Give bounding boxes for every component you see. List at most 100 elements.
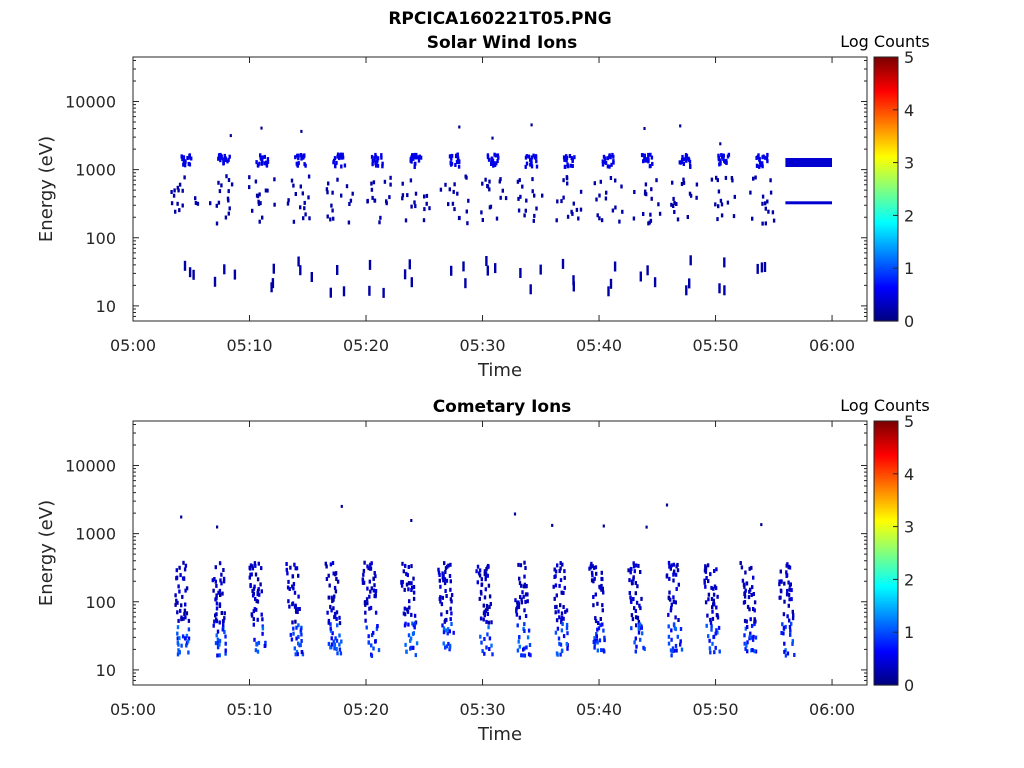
heatmap-cell — [414, 204, 417, 209]
heatmap-cell — [332, 216, 335, 221]
heatmap-cell — [707, 634, 710, 639]
heatmap-cell — [490, 620, 493, 625]
colorbar-segment — [874, 476, 898, 480]
heatmap-cell — [257, 199, 260, 204]
heatmap-cell — [403, 612, 407, 617]
heatmap-cell — [630, 600, 633, 604]
heatmap-cell — [414, 191, 418, 196]
heatmap-cell — [215, 593, 218, 598]
colorbar-segment — [874, 536, 898, 540]
heatmap-cell — [222, 579, 226, 584]
heatmap-cell — [217, 153, 221, 158]
heatmap-cell — [325, 187, 329, 192]
heatmap-cell — [779, 569, 782, 574]
heatmap-cell — [258, 592, 261, 597]
heatmap-cell — [372, 180, 376, 185]
heatmap-cell — [484, 177, 487, 182]
heatmap-cell — [411, 621, 414, 626]
heatmap-cell — [223, 611, 226, 616]
heatmap-cell — [555, 618, 559, 623]
heatmap-cell — [707, 592, 711, 597]
heatmap-cell — [425, 193, 429, 198]
heatmap-cell — [517, 562, 520, 567]
heatmap-cell — [413, 613, 417, 618]
heatmap-cell — [413, 152, 416, 157]
heatmap-cell — [338, 615, 341, 620]
heatmap-cell — [707, 579, 710, 584]
heatmap-cell — [294, 603, 297, 608]
y-tick-label: 1000 — [75, 161, 116, 180]
colorbar-segment — [874, 449, 898, 453]
heatmap-cell — [256, 649, 260, 654]
heatmap-cell — [754, 649, 758, 654]
heatmap-cell — [788, 583, 792, 588]
heatmap-cell — [329, 626, 332, 631]
heatmap-cell — [371, 195, 374, 200]
colorbar-segment — [874, 102, 898, 106]
heatmap-cell — [291, 620, 294, 625]
colorbar-segment — [874, 550, 898, 554]
heatmap-cell — [669, 608, 673, 613]
heatmap-cell — [177, 618, 180, 623]
heatmap-cell — [780, 631, 783, 635]
heatmap-cell — [674, 600, 677, 605]
heatmap-cell — [442, 573, 445, 578]
heatmap-cell — [685, 285, 688, 296]
heatmap-cell — [560, 199, 563, 204]
heatmap-cell — [523, 629, 526, 633]
colorbar-segment — [874, 156, 898, 159]
heatmap-cell — [373, 571, 376, 575]
heatmap-cell — [486, 265, 489, 276]
heatmap-cell — [327, 641, 331, 646]
colorbar-segment — [874, 429, 898, 432]
heatmap-cell — [369, 605, 373, 610]
heatmap-cell — [571, 211, 574, 216]
colorbar-segment — [874, 75, 898, 79]
heatmap-cell — [442, 630, 446, 635]
heatmap-cell — [371, 159, 374, 163]
heatmap-cell — [606, 156, 609, 161]
heatmap-cell — [425, 201, 428, 206]
heatmap-cell — [175, 568, 178, 573]
heatmap-cell — [444, 566, 448, 571]
heatmap-cell — [370, 561, 373, 566]
heatmap-cell — [670, 637, 673, 642]
heatmap-cell — [175, 576, 178, 581]
colorbar-segment — [874, 139, 898, 143]
heatmap-cell — [673, 210, 676, 214]
heatmap-cell — [566, 162, 569, 167]
heatmap-cell — [647, 157, 650, 162]
heatmap-cell — [592, 603, 595, 608]
heatmap-cell — [753, 619, 756, 624]
heatmap-cell — [292, 183, 295, 188]
heatmap-cell — [572, 281, 575, 292]
heatmap-cell — [181, 634, 185, 639]
colorbar-segment — [874, 604, 898, 608]
heatmap-cell — [563, 569, 566, 574]
heatmap-cell — [479, 634, 482, 639]
heatmap-cell — [719, 198, 723, 203]
heatmap-cell — [561, 591, 564, 595]
heatmap-cell — [748, 607, 751, 612]
heatmap-cell — [183, 163, 187, 168]
heatmap-cell — [214, 641, 218, 646]
heatmap-cell — [594, 619, 598, 624]
colorbar-segment — [874, 507, 898, 511]
heatmap-cell — [560, 611, 564, 616]
heatmap-cell — [679, 642, 682, 647]
heatmap-cell — [709, 650, 712, 655]
heatmap-cell — [185, 633, 189, 638]
heatmap-cell — [598, 193, 601, 198]
heatmap-cell — [219, 593, 222, 597]
heatmap-cell — [749, 190, 752, 195]
heatmap-cell — [520, 653, 523, 658]
heatmap-cell — [760, 262, 764, 273]
heatmap-cell — [709, 620, 713, 625]
heatmap-cell — [518, 615, 521, 620]
colorbar-segment — [874, 662, 898, 665]
heatmap-cell — [597, 626, 601, 631]
heatmap-cell — [176, 652, 180, 657]
colorbar-segment — [874, 596, 898, 599]
heatmap-cell — [438, 578, 441, 583]
heatmap-cell — [302, 216, 305, 221]
